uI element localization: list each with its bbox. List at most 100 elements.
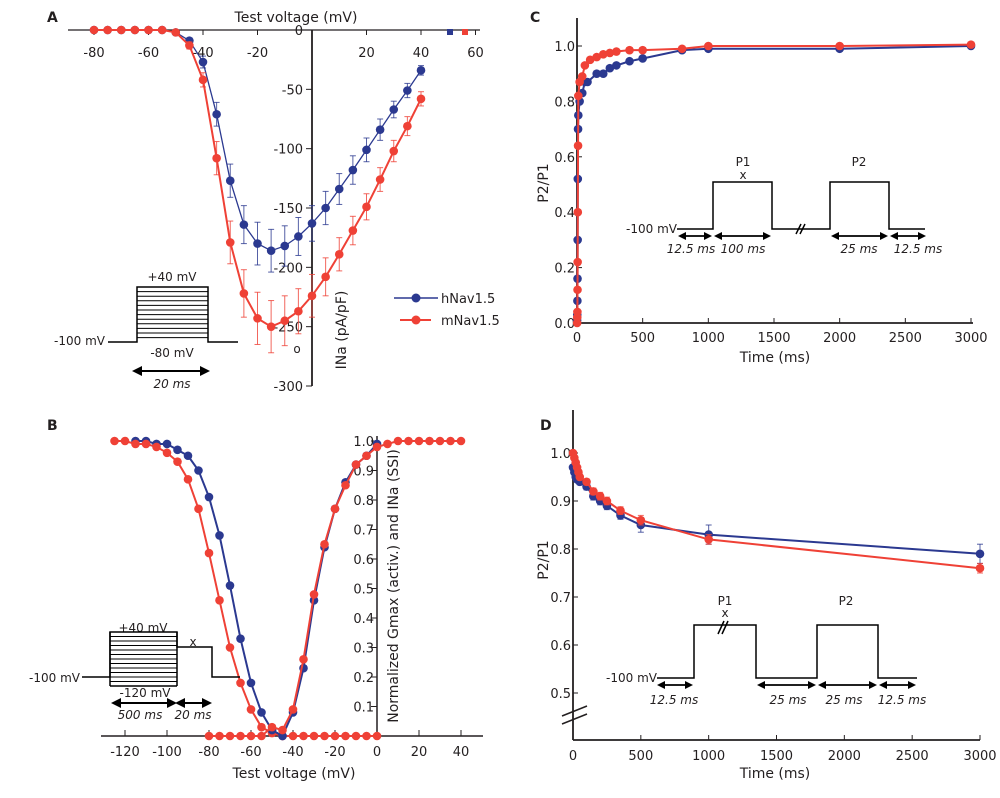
d-x-tick-label: 1000 [692, 749, 725, 764]
a-protocol-hold-label: -100 mV [54, 334, 106, 348]
b-point [183, 475, 193, 484]
c-x-tick-label: 500 [630, 331, 655, 346]
d-x-tick-label: 1500 [760, 749, 793, 764]
d-duration-3: 25 ms [825, 693, 862, 707]
b-point [267, 722, 277, 732]
b-point [341, 731, 350, 741]
c-arrow-4-head-left [890, 232, 898, 240]
d-y-tick-label: 0.7 [550, 591, 571, 606]
b-point [362, 731, 371, 741]
b-arrowhead-2r [202, 698, 212, 708]
c-duration-4: 12.5 ms [894, 242, 942, 256]
c-arrow-3-head-right [880, 232, 888, 240]
c-arrow-2-head-right [763, 232, 771, 240]
b-point [288, 731, 298, 741]
b-point [372, 442, 382, 452]
a-point [416, 66, 426, 75]
b-point [173, 445, 182, 455]
d-hold-label: -100 mV [606, 671, 658, 685]
d-point [704, 535, 713, 544]
c-x-tick-label: 1500 [757, 331, 790, 346]
c-point [573, 141, 583, 151]
b-x-tick-label: -120 [110, 745, 140, 760]
b-point [446, 436, 455, 446]
b-point [351, 460, 361, 469]
a-point [130, 25, 140, 35]
b-point [120, 436, 130, 446]
b-point [204, 731, 214, 741]
c-point [704, 41, 713, 51]
a-x-tick-label: 20 [358, 46, 375, 61]
b-point [236, 634, 245, 643]
panel-d-data [568, 448, 985, 574]
legend-marker-mnav [411, 315, 421, 325]
a-point [403, 121, 412, 131]
d-y-tick-label: 0.5 [550, 687, 571, 702]
b-point [225, 731, 235, 741]
b-duration-1-label: 500 ms [118, 708, 163, 722]
a-point [334, 184, 344, 194]
a-point [294, 232, 303, 241]
c-point [573, 307, 582, 317]
d-arrow-2-head-right [808, 681, 816, 689]
b-point [246, 678, 256, 688]
b-x-tick-label: 20 [411, 745, 428, 760]
b-point [204, 492, 214, 502]
c-arrow-1-head-left [678, 232, 686, 240]
panel-a-axes: -80 -60 -40 -20 20 40 60 0 -50 -100 -150 -200 -250 -3… [68, 24, 484, 395]
c-x-tick-label: 2500 [889, 331, 922, 346]
a-point [253, 314, 262, 323]
b-protocol-steps [82, 631, 240, 687]
panel-d-y-axis-title: P2/P1 [536, 540, 552, 579]
d-arrow-4-head-right [908, 681, 916, 689]
a-point [198, 57, 208, 67]
b-point [183, 451, 193, 461]
a-point [144, 25, 153, 35]
a-y-tick-label: -250 [273, 321, 303, 336]
b-point [404, 436, 413, 446]
b-point [204, 548, 214, 558]
panel-b-protocol-inset: +40 mV -100 mV -120 mV x 500 ms 20 ms [29, 621, 240, 722]
d-x-tick-label: 500 [628, 749, 653, 764]
b-line-mnav1-5-activation [209, 440, 461, 737]
b-point [162, 439, 172, 449]
b-point [225, 643, 235, 652]
b-x-tick-label: 40 [453, 745, 470, 760]
c-arrow-2-head-left [714, 232, 722, 240]
panel-b-y-axis-title: Normalized Gmax (activ.) and INa (SSI) [386, 449, 402, 723]
b-point [320, 539, 329, 549]
d-duration-2: 25 ms [769, 693, 806, 707]
b-x-tick-label: -100 [152, 745, 182, 760]
d-duration-1: 12.5 ms [650, 693, 698, 707]
b-y-tick-label: 0.9 [353, 465, 374, 480]
b-point [257, 708, 266, 717]
panel-c-y-axis-title: P2/P1 [536, 163, 552, 202]
b-y-tick-label: 0.1 [353, 701, 374, 716]
a-point [198, 75, 208, 85]
d-arrow-3-head-right [869, 681, 877, 689]
a-protocol-trace [108, 286, 238, 343]
c-point [638, 54, 647, 63]
b-y-tick-label: 0.5 [353, 583, 374, 598]
a-y-tick-label: -200 [273, 261, 303, 276]
c-y-tick-label: 0.6 [554, 151, 575, 166]
c-point [598, 50, 608, 59]
panel-c: C Time (ms) P2/P1 0 500 1000 1500 2000 2500 30… [530, 10, 988, 366]
a-point [389, 105, 399, 114]
c-point [573, 285, 582, 295]
b-protocol-top-label: +40 mV [118, 621, 168, 635]
b-point [362, 451, 371, 461]
c-line-mnav1-5 [576, 43, 972, 324]
b-y-tick-label: 0.7 [353, 524, 374, 539]
b-point [236, 678, 245, 688]
d-arrow-1-head-left [657, 681, 665, 689]
panel-d-x-axis-title: Time (ms) [739, 766, 811, 782]
a-point [348, 165, 358, 175]
d-arrow-2-head-left [757, 681, 765, 689]
panel-a-protocol-inset: +40 mV -100 mV -80 mV 20 ms [54, 270, 238, 391]
b-point [435, 436, 445, 446]
b-protocol-x-label: x [189, 635, 196, 649]
panel-b-data [110, 436, 466, 741]
d-protocol-trace [657, 624, 917, 679]
a-point [389, 146, 399, 156]
